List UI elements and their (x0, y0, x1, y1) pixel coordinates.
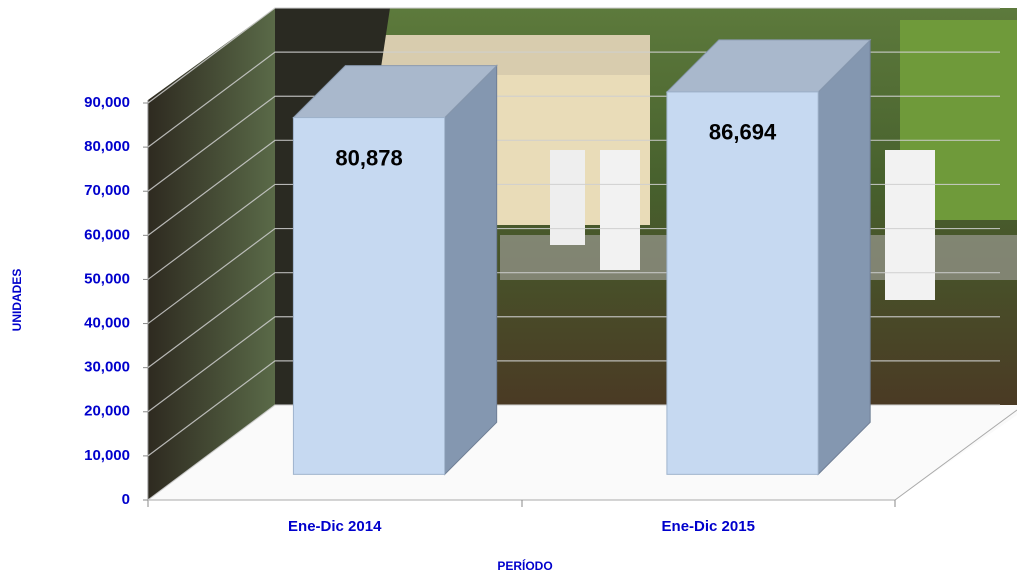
y-tick-label: 30,000 (84, 359, 130, 376)
y-tick-label: 90,000 (84, 94, 130, 111)
y-tick-label: 20,000 (84, 403, 130, 420)
y-tick-label: 70,000 (84, 182, 130, 199)
y-tick-label: 80,000 (84, 138, 130, 155)
x-tick-label: Ene-Dic 2014 (288, 518, 382, 535)
value-label: 80,878 (335, 145, 402, 170)
bar-side (817, 38, 871, 476)
value-label: 86,694 (709, 120, 777, 145)
x-axis-title: PERÍODO (497, 558, 552, 573)
y-tick-label: 50,000 (84, 270, 130, 287)
x-tick-label: Ene-Dic 2015 (662, 518, 755, 535)
bar-side (444, 64, 498, 476)
grid-line (147, 7, 1000, 104)
y-tick-label: 10,000 (84, 447, 130, 464)
y-tick-label: 60,000 (84, 226, 130, 243)
background-photo (147, 8, 1017, 507)
bar (666, 91, 819, 475)
y-tick-label: 40,000 (84, 315, 130, 332)
y-tick-label: 0 (122, 491, 130, 508)
bar (292, 117, 446, 475)
y-axis-title: UNIDADES (10, 269, 24, 332)
